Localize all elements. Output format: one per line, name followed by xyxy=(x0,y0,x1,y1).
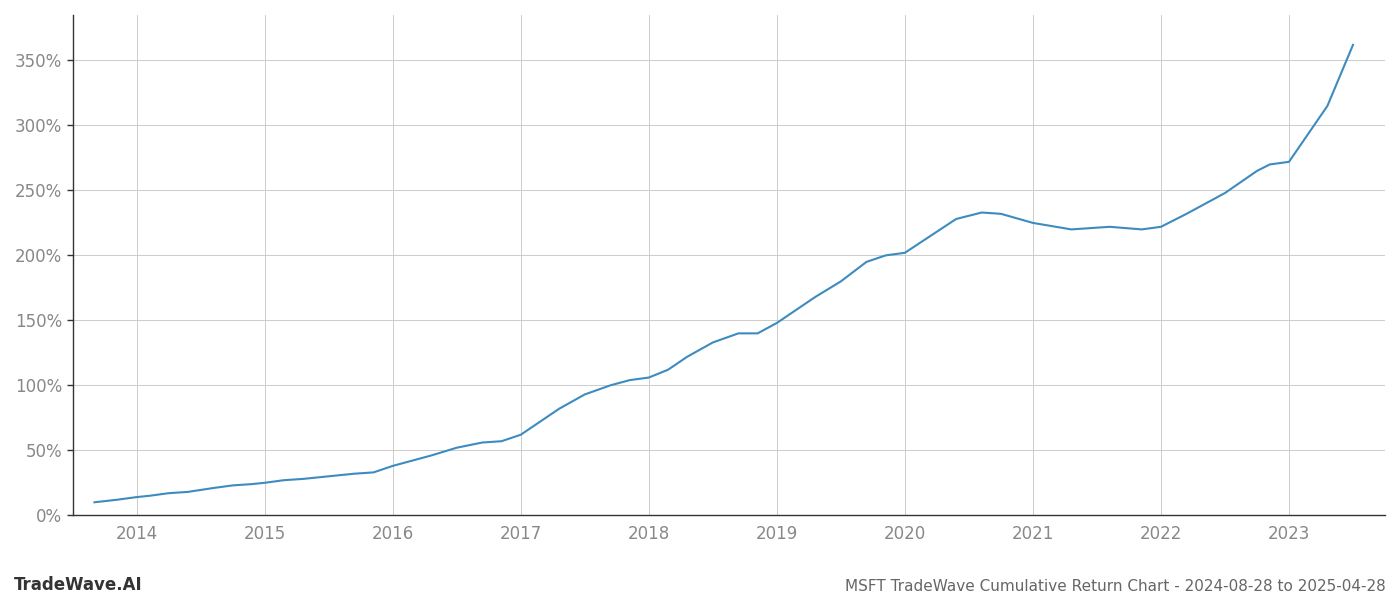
Text: TradeWave.AI: TradeWave.AI xyxy=(14,576,143,594)
Text: MSFT TradeWave Cumulative Return Chart - 2024-08-28 to 2025-04-28: MSFT TradeWave Cumulative Return Chart -… xyxy=(846,579,1386,594)
